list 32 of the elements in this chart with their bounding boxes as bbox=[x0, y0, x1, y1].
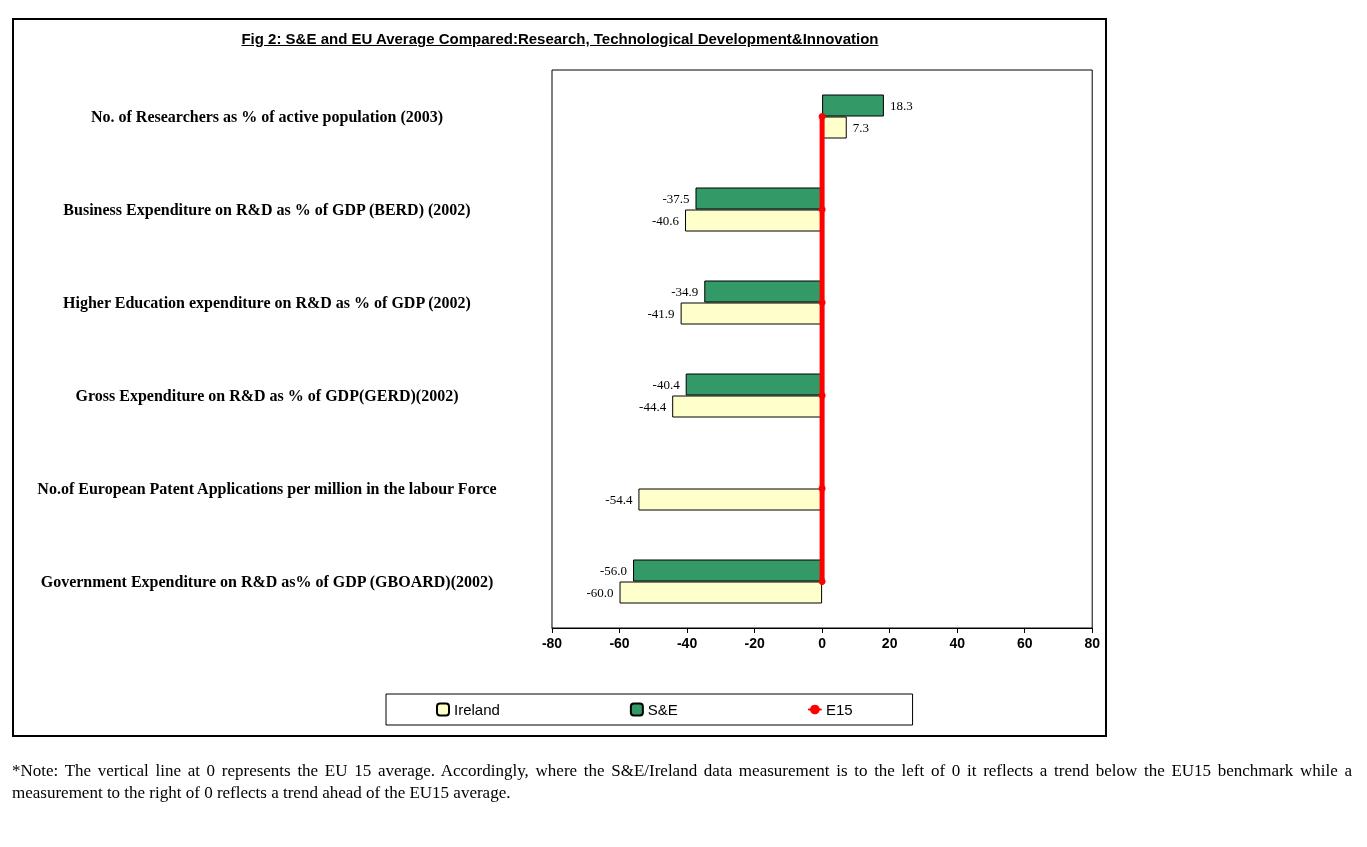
x-tick-label: -60 bbox=[609, 635, 630, 651]
x-tick-label: 60 bbox=[1016, 635, 1033, 651]
data-label: -37.5 bbox=[662, 191, 690, 206]
bar bbox=[638, 488, 823, 511]
x-tick-label: -40 bbox=[676, 635, 698, 651]
data-label: 7.3 bbox=[852, 120, 869, 135]
y-tick-label: Gross Expenditure on R&D as % of GDP(GERD)(2002) bbox=[75, 387, 459, 405]
x-tick-label: 80 bbox=[1084, 635, 1101, 651]
legend-label: E15 bbox=[825, 701, 853, 718]
data-label: -44.4 bbox=[639, 399, 667, 414]
y-tick-label: No.of European Patent Applications per million in the labour Force bbox=[37, 480, 497, 498]
data-label: -34.9 bbox=[671, 284, 699, 299]
x-tick-label: 20 bbox=[881, 635, 898, 651]
y-tick-label: Higher Education expenditure on R&D as % of GDP (2002) bbox=[63, 294, 471, 312]
x-tick-label: 0 bbox=[818, 635, 827, 651]
x-tick-label: -20 bbox=[744, 635, 765, 651]
y-tick-label: Business Expenditure on R&D as % of GDP (BERD) (2002) bbox=[63, 201, 471, 219]
data-label: -56.0 bbox=[599, 563, 628, 578]
data-label: -40.4 bbox=[652, 377, 681, 392]
y-tick-label: Government Expenditure on R&D as% of GDP (GBOARD)(2002) bbox=[40, 573, 494, 591]
x-tick-label: -80 bbox=[541, 635, 563, 651]
chart-title: Fig 2: S&E and EU Average Compared:Research, Technological Development&Innovation bbox=[240, 29, 880, 49]
data-label: 18.3 bbox=[889, 98, 913, 113]
data-label: -54.4 bbox=[605, 492, 633, 507]
data-label: -41.9 bbox=[647, 306, 675, 321]
y-tick-label: No. of Researchers as % of active population (2003) bbox=[90, 108, 444, 126]
x-tick-label: 40 bbox=[949, 635, 966, 651]
data-label: -40.6 bbox=[651, 213, 680, 228]
legend-label: S&E bbox=[647, 701, 678, 718]
legend-label: Ireland bbox=[454, 701, 500, 718]
data-label: -60.0 bbox=[586, 585, 614, 600]
text: *Note: The vertical line at 0 represents the EU 15 average. Accordingly, where the S&E/Ireland data measurement is to the left of 0 it reflects a trend below the EU15 benchmark while a measurement to the right of 0 reflects a trend ahead of the EU15 average. bbox=[12, 760, 1352, 804]
